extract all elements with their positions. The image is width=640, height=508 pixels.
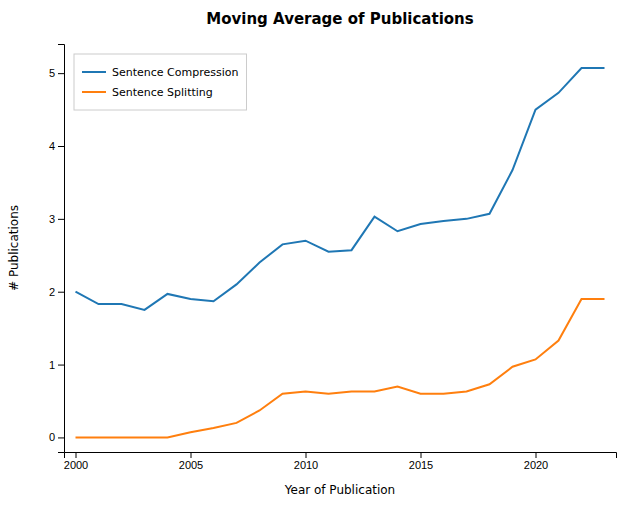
- marks: [76, 68, 605, 437]
- tick-mark: [58, 219, 64, 220]
- series-line: [76, 299, 605, 437]
- legend-label: Sentence Splitting: [112, 86, 213, 99]
- tick-label: 4: [49, 140, 55, 152]
- tick-label: 5: [49, 67, 55, 79]
- tick-mark: [536, 452, 537, 458]
- tick: 1: [49, 359, 64, 371]
- y-axis: 0 1 2 3 4 5: [49, 45, 65, 453]
- tick-mark: [191, 452, 192, 458]
- tick-label: 2: [49, 286, 55, 298]
- chart: 2000 2005 2010 2015 2020 0 1 2 3 4 5 Sentence Compr…: [0, 0, 640, 508]
- y-axis-title: # Publications: [7, 205, 21, 291]
- tick-label: 2015: [409, 459, 433, 471]
- title: Moving Average of Publications: [206, 10, 474, 28]
- legend: Sentence Compression Sentence Splitting: [74, 54, 246, 110]
- tick: 3: [49, 213, 64, 225]
- tick-label: 2000: [64, 459, 88, 471]
- tick: 0: [49, 431, 64, 443]
- tick-mark: [76, 452, 77, 458]
- axis-line: [65, 453, 617, 459]
- legend-item: Sentence Compression: [82, 66, 238, 79]
- tick: 2: [49, 286, 64, 298]
- legend-swatch: [82, 71, 106, 73]
- plot: 2000 2005 2010 2015 2020 0 1 2 3 4 5 Sentence Compr…: [49, 45, 617, 471]
- tick-mark: [421, 452, 422, 458]
- tick-label: 2005: [179, 459, 203, 471]
- tick-label: 1: [49, 359, 55, 371]
- tick-mark: [58, 365, 64, 366]
- tick-label: 3: [49, 213, 55, 225]
- tick: 2010: [294, 452, 318, 471]
- tick: 5: [49, 67, 64, 79]
- legend-box: [74, 54, 246, 110]
- tick-mark: [58, 437, 64, 438]
- axis-line: [58, 45, 65, 453]
- tick-label: 0: [49, 431, 55, 443]
- tick-mark: [58, 292, 64, 293]
- tick: 2015: [409, 452, 433, 471]
- x-axis-title: Year of Publication: [284, 483, 395, 497]
- tick-mark: [306, 452, 307, 458]
- tick: 2000: [64, 452, 88, 471]
- x-axis: 2000 2005 2010 2015 2020: [64, 452, 617, 471]
- tick: 2020: [524, 452, 548, 471]
- legend-label: Sentence Compression: [112, 66, 238, 79]
- legend-item: Sentence Splitting: [82, 86, 213, 99]
- tick-mark: [58, 73, 64, 74]
- tick-label: 2020: [524, 459, 548, 471]
- legend-swatch: [82, 91, 106, 93]
- tick: 4: [49, 140, 64, 152]
- tick: 2005: [179, 452, 203, 471]
- tick-label: 2010: [294, 459, 318, 471]
- tick-mark: [58, 146, 64, 147]
